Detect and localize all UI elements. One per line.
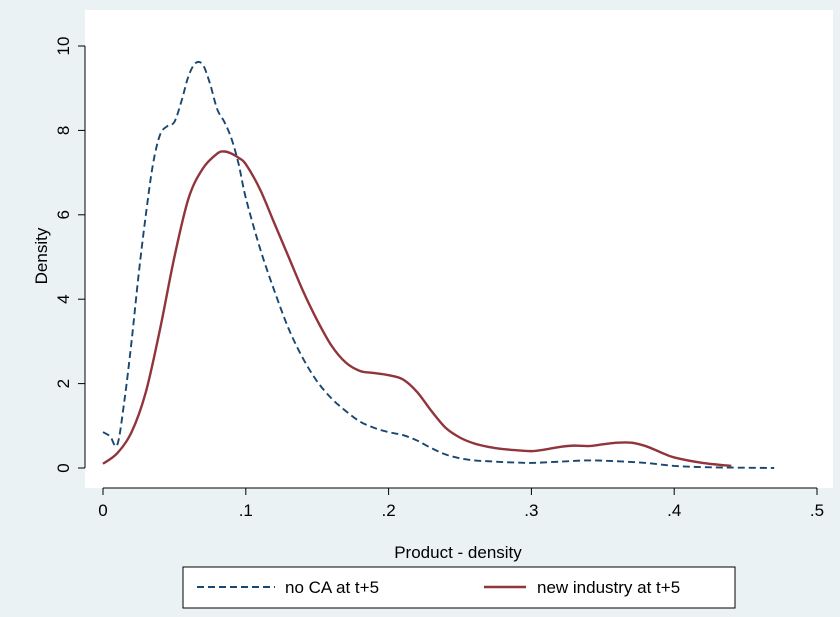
x-axis-label: Product - density [394, 543, 522, 562]
x-tick-label: .2 [382, 501, 396, 520]
plot-area [85, 10, 833, 488]
x-axis: 0 .1 .2 .3 .4 .5 [98, 487, 824, 520]
x-tick-label: .1 [239, 501, 253, 520]
x-tick-label: .3 [524, 501, 538, 520]
x-tick-label: 0 [98, 501, 107, 520]
series-layer [102, 60, 775, 469]
x-tick-label: .4 [667, 501, 681, 520]
y-tick-label: 0 [54, 463, 73, 472]
y-axis: 0 2 4 6 8 10 [54, 37, 86, 473]
legend-label-1: no CA at t+5 [285, 578, 379, 597]
y-axis-label: Density [32, 227, 51, 284]
y-tick-label: 10 [54, 37, 73, 56]
y-tick-label: 6 [54, 210, 73, 219]
legend-label-2: new industry at t+5 [537, 578, 680, 597]
y-tick-label: 2 [54, 379, 73, 388]
legend: no CA at t+5 new industry at t+5 [182, 566, 736, 609]
x-tick-label: .5 [810, 501, 824, 520]
series-line-1 [102, 60, 775, 469]
y-tick-label: 4 [54, 294, 73, 303]
y-tick-label: 8 [54, 126, 73, 135]
series-line-2 [102, 150, 732, 468]
